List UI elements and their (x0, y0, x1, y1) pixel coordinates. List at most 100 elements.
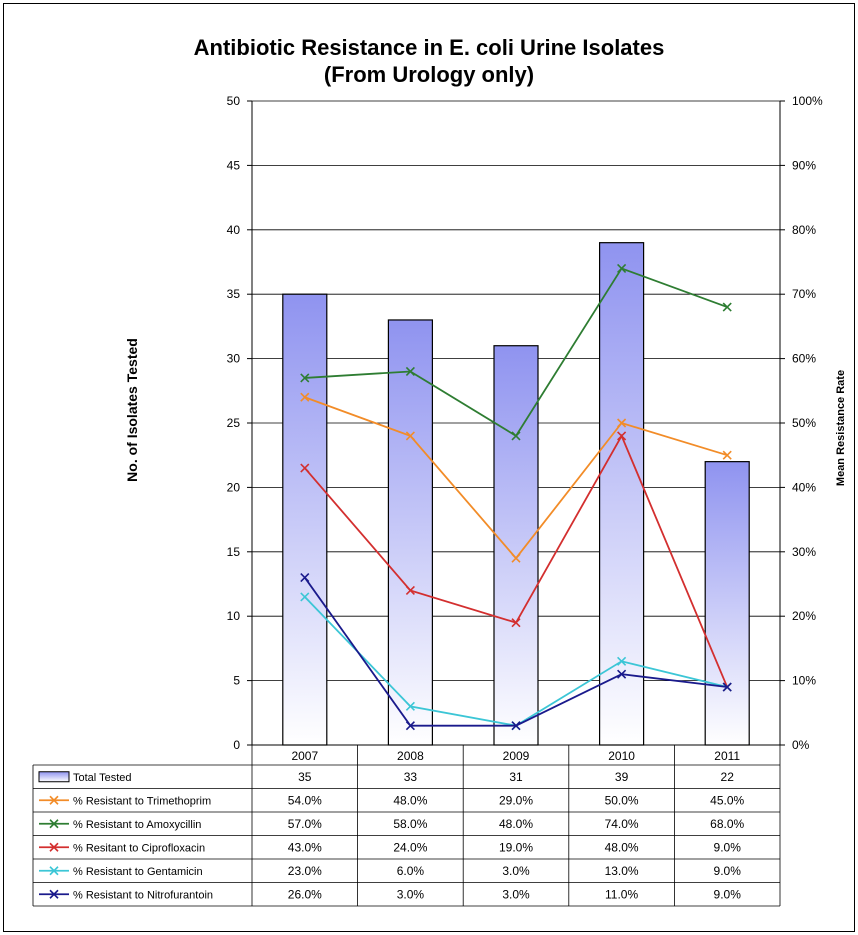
chart-title: Antibiotic Resistance in E. coli Urine I… (0, 34, 858, 88)
data-table: 2007 2008 2009 2010 2011 Total Tested 35 33 31 39… (32, 744, 781, 907)
series-point (617, 263, 627, 274)
table-cell: 3.0% (502, 887, 530, 901)
table-cell: 48.0% (393, 793, 427, 807)
series-point (300, 592, 310, 602)
table-cell: 3.0% (397, 887, 425, 901)
series-point (722, 450, 732, 460)
y-left-tick-label: 20 (227, 480, 241, 494)
series-point (511, 618, 521, 628)
series-point (405, 721, 415, 731)
y-left-tick-label: 30 (227, 352, 241, 366)
bar-series (282, 242, 750, 746)
y-left-tick-label: 0 (233, 738, 240, 752)
y-right-tick-label: 60% (792, 352, 816, 366)
legend-swatch-marker (49, 842, 59, 852)
series-point (617, 418, 627, 428)
legend-swatch-total-tested (38, 771, 70, 783)
y-left-tick-label: 15 (227, 545, 241, 559)
bar-total-tested (282, 293, 328, 746)
legend-label: % Resistant to Trimethoprim (73, 795, 211, 807)
y-right-tick-label: 80% (792, 223, 816, 237)
table-cell: 48.0% (499, 817, 533, 831)
legend-label: % Resitant to Ciprofloxacin (73, 842, 205, 854)
legend-swatch-marker (49, 795, 59, 805)
legend-swatch-marker (49, 819, 59, 829)
table-cell: 50.0% (605, 793, 639, 807)
y-left-tick-label: 35 (227, 287, 241, 301)
series-point (617, 656, 627, 666)
table-cell: 74.0% (605, 817, 639, 831)
series-point (617, 669, 627, 679)
series-point (405, 431, 415, 441)
x-tick-label: 2007 (291, 749, 318, 763)
bar-total-tested (387, 319, 433, 746)
legend-label: % Resistant to Nitrofurantoin (73, 889, 213, 901)
series-point (300, 392, 310, 402)
bar-total-tested (704, 461, 750, 746)
series-point (405, 366, 415, 377)
series-point (511, 431, 521, 441)
table-cell: 19.0% (499, 840, 533, 854)
y-right-tick-label: 30% (792, 545, 816, 559)
series-point (722, 682, 732, 692)
table-cell: 35 (298, 770, 312, 784)
axes: 0 5 10 15 20 25 30 35 40 45 50 0% 10% 20% 30% 40% 50% 60%… (227, 94, 823, 752)
series-point (405, 585, 415, 596)
table-cell: 33 (404, 770, 418, 784)
table-cell: 39 (615, 770, 629, 784)
table-cell: 26.0% (288, 887, 322, 901)
table-cell: 45.0% (710, 793, 744, 807)
table-cell: 3.0% (502, 864, 530, 878)
table-cell: 24.0% (393, 840, 427, 854)
y-left-tick-label: 45 (227, 158, 241, 172)
legend-label: % Resistant to Gentamicin (73, 866, 203, 878)
legend-swatch-marker (49, 866, 59, 876)
x-tick-label: 2010 (608, 749, 635, 763)
series-point (722, 302, 732, 312)
y-right-tick-label: 50% (792, 416, 816, 430)
y-right-tick-label: 40% (792, 480, 816, 494)
table-cell: 57.0% (288, 817, 322, 831)
table-cell: 43.0% (288, 840, 322, 854)
table-cell: 54.0% (288, 793, 322, 807)
series-point (300, 463, 310, 473)
y-right-tick-label: 70% (792, 287, 816, 301)
table-cell: 29.0% (499, 793, 533, 807)
table-cell: 68.0% (710, 817, 744, 831)
table-cell: 13.0% (605, 864, 639, 878)
y-right-tick-label: 100% (792, 94, 823, 108)
y-left-tick-label: 10 (227, 609, 241, 623)
y-left-tick-label: 25 (227, 416, 241, 430)
table-cell: 6.0% (397, 864, 425, 878)
table-cell: 58.0% (393, 817, 427, 831)
line-series (300, 263, 732, 731)
x-tick-label: 2011 (714, 749, 740, 763)
series-point (511, 553, 521, 563)
table-cell: 9.0% (714, 864, 742, 878)
legend-label: Total Tested (73, 772, 132, 784)
table-cell: 11.0% (605, 887, 638, 901)
x-tick-label: 2008 (397, 749, 424, 763)
chart-title-line-2: (From Urology only) (323, 62, 535, 87)
table-cell: 31 (509, 770, 523, 784)
y-right-tick-label: 0% (792, 738, 810, 752)
series-point (405, 701, 415, 711)
table-cell: 48.0% (605, 840, 639, 854)
series-point (617, 431, 627, 441)
table-cell: 22 (721, 770, 735, 784)
table-cell: 23.0% (288, 864, 322, 878)
series-point (300, 572, 310, 583)
y-right-tick-label: 90% (792, 158, 816, 172)
y-left-tick-label: 5 (233, 674, 240, 688)
table-cell: 9.0% (714, 840, 742, 854)
legend-label: % Resistant to Amoxycillin (73, 819, 201, 831)
chart-title-line-1: Antibiotic Resistance in E. coli Urine I… (193, 35, 665, 60)
series-point (511, 721, 521, 731)
y-right-tick-label: 20% (792, 609, 816, 623)
x-tick-label: 2009 (503, 749, 530, 763)
table-cell: 9.0% (714, 887, 742, 901)
series-point (300, 373, 310, 383)
y-right-tick-label: 10% (792, 674, 816, 688)
y-left-tick-label: 40 (227, 223, 241, 237)
